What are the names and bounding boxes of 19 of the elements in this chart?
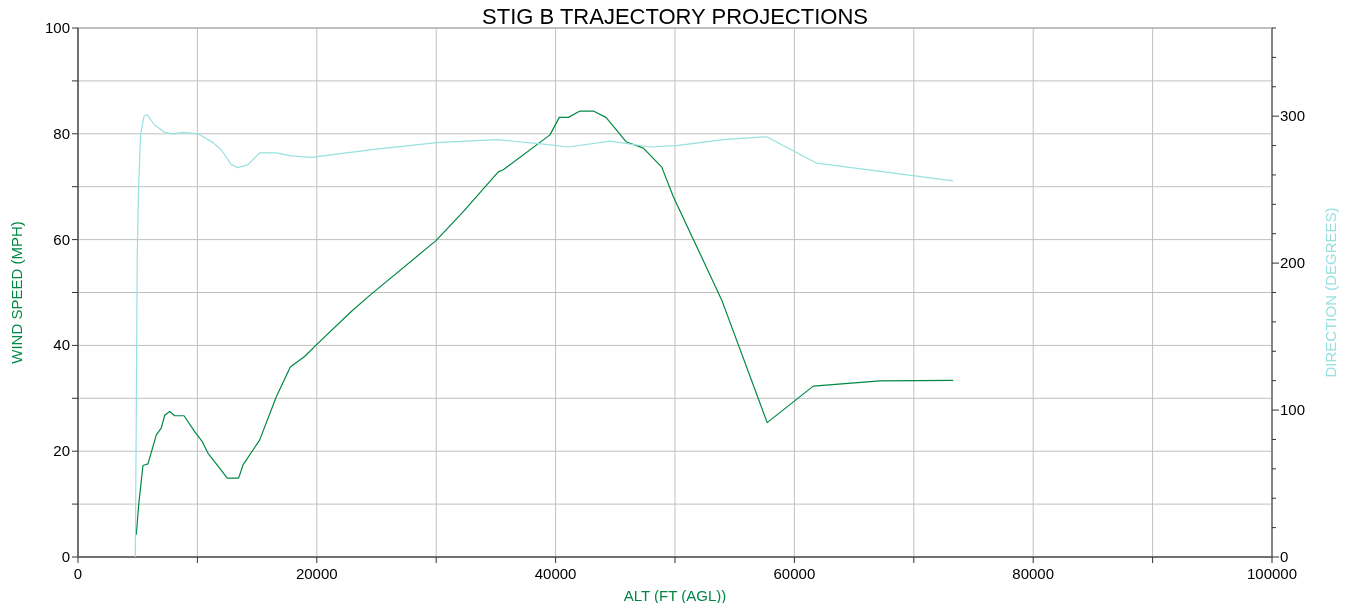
x-tick-label: 20000	[295, 565, 338, 582]
y2-tick-label: 0	[1280, 548, 1289, 565]
y2-tick-label: 200	[1280, 254, 1306, 272]
x-tick-label: 0	[73, 565, 83, 582]
y2-tick-label: 300	[1280, 107, 1306, 125]
x-tick-label: 80000	[1012, 565, 1055, 582]
y2-tick-label: 100	[1280, 401, 1306, 419]
y-tick-label: 80	[53, 124, 70, 142]
y-tick-label: 60	[53, 230, 70, 248]
chart-title: STIG B TRAJECTORY PROJECTIONS	[482, 4, 868, 29]
y-axis-title: WIND SPEED (MPH)	[8, 221, 25, 364]
y-tick-label: 100	[44, 19, 70, 36]
y-tick-label: 20	[53, 442, 70, 460]
x-tick-label: 40000	[534, 565, 577, 582]
x-tick-label: 60000	[773, 565, 816, 582]
y-tick-label: 0	[61, 548, 70, 565]
x-tick-label: 100000	[1246, 565, 1298, 582]
y-tick-label: 40	[53, 336, 70, 354]
y2-axis-title: DIRECTION (DEGREES)	[1322, 207, 1339, 378]
